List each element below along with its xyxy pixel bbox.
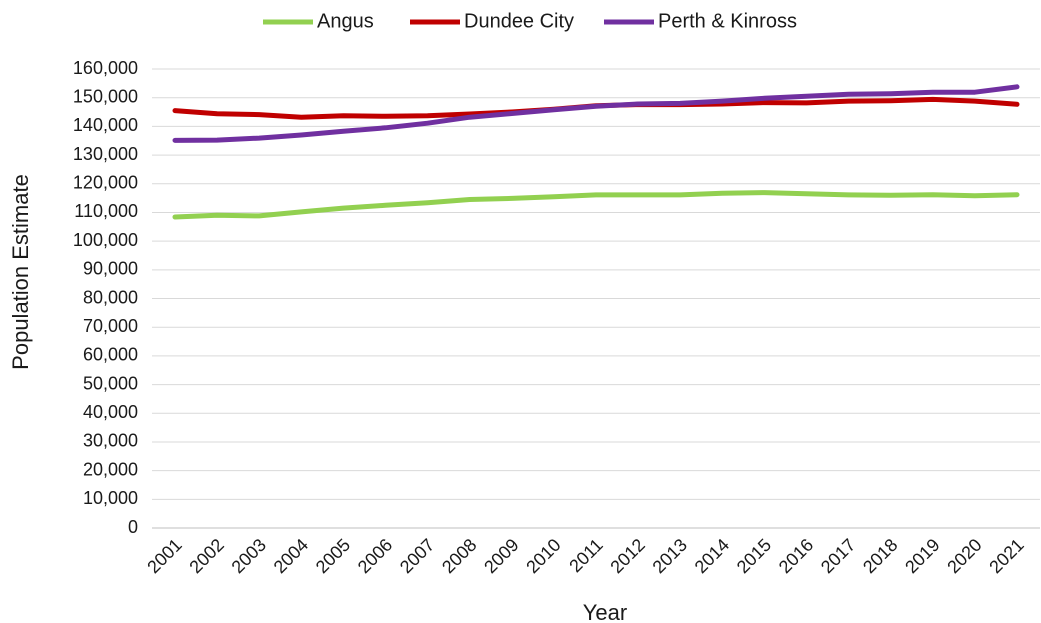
x-tick-label: 2002 [185,535,227,577]
x-tick-label: 2012 [606,535,648,577]
x-tick-label: 2010 [522,535,564,577]
y-tick-label: 90,000 [83,259,138,279]
y-tick-label: 140,000 [73,115,138,135]
legend-label: Angus [317,10,374,32]
x-axis-title: Year [583,600,627,623]
x-tick-label: 2018 [859,535,901,577]
y-axis-ticks: 0 10,000 20,000 30,000 40,000 50,000 60,000 70,… [73,58,138,537]
y-axis-title: Population Estimate [8,174,33,370]
legend: Angus Dundee City Perth & Kinross [263,10,797,32]
x-tick-label: 2015 [733,535,775,577]
y-tick-label: 110,000 [74,201,138,221]
x-tick-label: 2017 [817,535,859,577]
x-tick-label: 2005 [312,535,354,577]
x-tick-label: 2004 [270,535,312,577]
y-tick-label: 10,000 [83,488,138,508]
y-tick-label: 100,000 [73,230,138,250]
x-axis-ticks: 2001 2002 2003 2004 2005 2006 2007 2008 2009 2010… [143,535,1027,577]
x-tick-label: 2001 [143,535,185,577]
x-tick-label: 2003 [228,535,270,577]
x-tick-label: 2011 [565,535,607,577]
legend-label: Dundee City [464,10,574,32]
x-tick-label: 2014 [691,535,733,577]
series-lines [172,84,1020,220]
y-tick-label: 70,000 [83,316,138,336]
x-tick-label: 2008 [438,535,480,577]
series-line-perth-kinross [172,84,1020,143]
y-tick-label: 40,000 [83,402,138,422]
x-tick-label: 2020 [943,535,985,577]
y-tick-label: 160,000 [73,58,138,78]
y-tick-label: 150,000 [73,86,138,106]
x-tick-label: 2013 [649,535,691,577]
legend-label: Perth & Kinross [658,10,797,32]
y-tick-label: 130,000 [73,144,138,164]
x-tick-label: 2019 [901,535,943,577]
x-tick-label: 2006 [354,535,396,577]
y-tick-label: 50,000 [83,373,138,393]
gridlines [152,68,1040,529]
y-tick-label: 60,000 [83,345,138,365]
y-tick-label: 20,000 [83,459,138,479]
y-tick-label: 80,000 [83,287,138,307]
x-tick-label: 2007 [396,535,438,577]
x-tick-label: 2021 [985,535,1027,577]
x-tick-label: 2009 [480,535,522,577]
x-tick-label: 2016 [775,535,817,577]
y-tick-label: 30,000 [83,431,138,451]
y-tick-label: 120,000 [73,173,138,193]
y-tick-label: 0 [128,517,138,537]
series-line-angus [172,190,1020,220]
